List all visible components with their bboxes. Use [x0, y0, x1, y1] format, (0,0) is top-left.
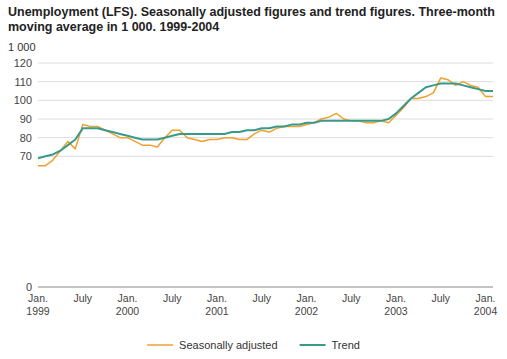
- x-tick-label-line: July: [163, 292, 182, 304]
- chart: Unemployment (LFS). Seasonally adjusted …: [0, 0, 507, 359]
- grid-line: [38, 137, 493, 138]
- x-axis-line: [38, 287, 493, 288]
- legend: Seasonally adjusted Trend: [147, 339, 360, 351]
- y-axis-label: 1 000: [8, 41, 36, 53]
- y-tick-label: 80: [20, 132, 32, 144]
- x-tick-label-line: Jan.: [476, 292, 496, 304]
- y-tick-label: 90: [20, 113, 32, 125]
- x-tick-label: July: [431, 292, 450, 304]
- x-tick-label-line: Jan.: [207, 292, 227, 304]
- legend-label: Trend: [332, 339, 360, 351]
- series-line: [38, 84, 493, 159]
- x-tick-label-line: 1999: [26, 305, 50, 317]
- x-tick-label: Jan.2000: [116, 292, 140, 317]
- x-tick-label: July: [163, 292, 182, 304]
- y-tick-label: 120: [14, 57, 32, 69]
- x-tick-label-line: July: [252, 292, 271, 304]
- legend-swatch: [147, 344, 173, 346]
- title: Unemployment (LFS). Seasonally adjusted …: [8, 5, 495, 34]
- title-line: Unemployment (LFS). Seasonally adjusted …: [8, 5, 495, 19]
- x-tick-label-line: July: [431, 292, 450, 304]
- grid-line: [38, 287, 493, 288]
- x-tick-label: Jan.2004: [474, 292, 498, 317]
- grid-line: [38, 81, 493, 82]
- x-tick-label: Jan.2001: [205, 292, 229, 317]
- y-tick-label: 110: [14, 76, 32, 88]
- x-tick-label-line: 2004: [474, 305, 498, 317]
- x-tick-label: July: [73, 292, 92, 304]
- x-tick-label: July: [342, 292, 361, 304]
- x-tick-label: July: [252, 292, 271, 304]
- x-tick-label-line: 2002: [295, 305, 319, 317]
- grid-line: [38, 119, 493, 120]
- x-tick-label: Jan.2003: [384, 292, 408, 317]
- x-tick-label-line: 2001: [205, 305, 229, 317]
- series-line: [38, 78, 493, 166]
- x-tick-label-line: July: [73, 292, 92, 304]
- grid-line: [38, 100, 493, 101]
- y-tick-label: 100: [14, 94, 32, 106]
- grid-line: [38, 63, 493, 64]
- plot-area: [38, 78, 493, 166]
- grid-line: [38, 156, 493, 157]
- x-tick-label-line: July: [342, 292, 361, 304]
- x-tick-label: Jan.1999: [26, 292, 50, 317]
- legend-swatch: [300, 344, 326, 346]
- x-tick-label-line: 2000: [116, 305, 140, 317]
- x-tick-label-line: Jan.: [118, 292, 138, 304]
- title-line: moving average in 1 000. 1999-2004: [8, 20, 219, 34]
- x-tick-label-line: Jan.: [28, 292, 48, 304]
- x-tick-label: Jan.2002: [295, 292, 319, 317]
- y-tick-label: 70: [20, 150, 32, 162]
- legend-label: Seasonally adjusted: [179, 339, 277, 351]
- x-tick-label-line: Jan.: [386, 292, 406, 304]
- x-tick-label-line: Jan.: [297, 292, 317, 304]
- x-tick-label-line: 2003: [384, 305, 408, 317]
